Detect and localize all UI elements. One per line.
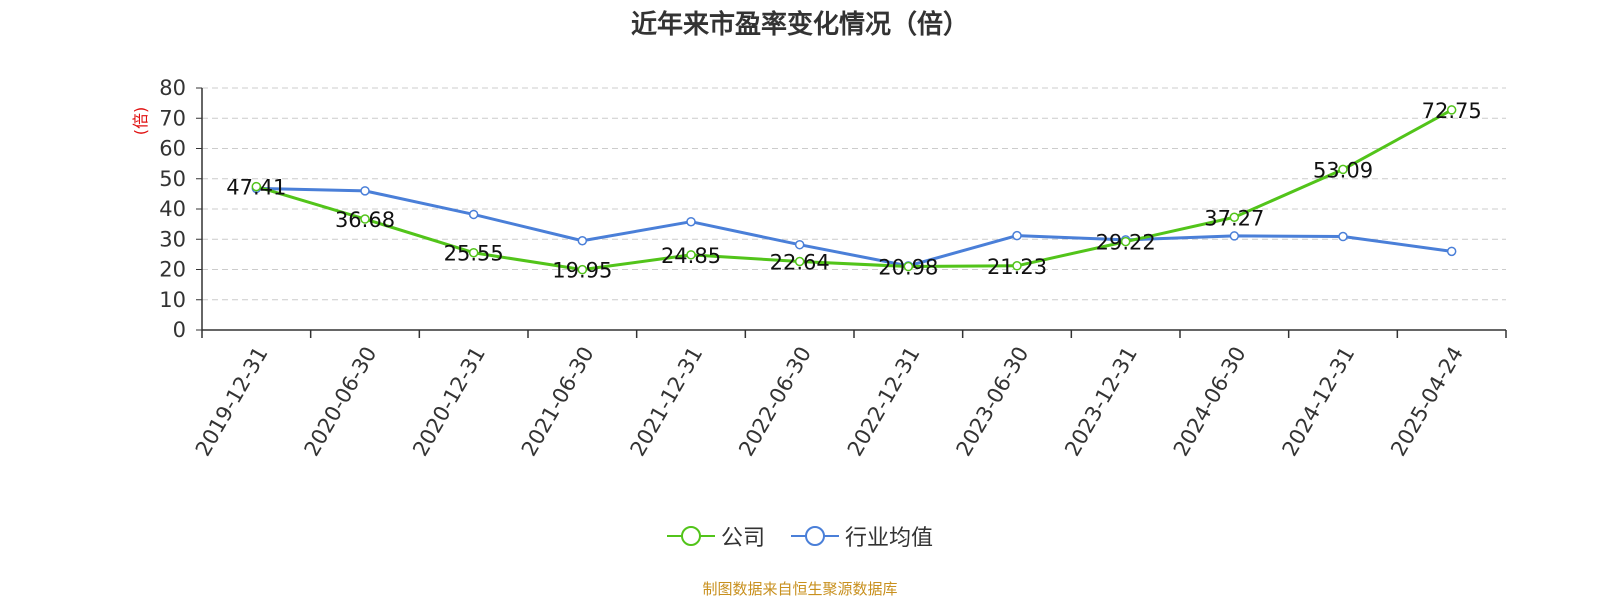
y-tick-label: 80 [159, 76, 186, 100]
data-point-company [251, 181, 262, 192]
x-tick-label: 2025-04-24 [1386, 343, 1468, 461]
data-point-industry [577, 236, 588, 246]
series-line-industry [256, 186, 1452, 268]
chart-legend: 公司 行业均值 [0, 520, 1600, 552]
x-tick-label: 2024-12-31 [1278, 343, 1360, 461]
data-point-company [577, 264, 588, 275]
data-point-industry [1012, 230, 1022, 241]
legend-item-company[interactable]: 公司 [666, 520, 765, 552]
legend-item-industry[interactable]: 行业均值 [791, 520, 933, 552]
data-label: 24.85 [661, 244, 721, 268]
x-tick-label: 2023-06-30 [952, 343, 1034, 461]
data-point-industry [1338, 231, 1348, 242]
y-tick-label: 70 [159, 106, 186, 130]
data-point-industry [686, 216, 696, 227]
data-label: 29.22 [1096, 231, 1156, 255]
data-point-industry [1446, 246, 1457, 257]
data-label: 72.75 [1422, 99, 1482, 123]
data-point-industry [468, 209, 479, 220]
data-label: 22.64 [770, 251, 830, 275]
source-note: 制图数据来自恒生聚源数据库 [702, 580, 898, 598]
data-point-industry [1229, 231, 1240, 241]
y-tick-label: 30 [159, 227, 186, 251]
data-point-company [1338, 164, 1348, 175]
x-tick-label: 2020-06-30 [300, 343, 382, 461]
x-tick-label: 2022-12-31 [843, 342, 925, 460]
data-label: 53.09 [1313, 158, 1373, 182]
data-label: 25.55 [444, 242, 504, 266]
legend-symbol-company [666, 526, 715, 546]
data-point-company [1120, 236, 1131, 247]
y-tick-label: 60 [159, 137, 186, 161]
data-point-company [1012, 261, 1022, 271]
data-point-company [1229, 212, 1240, 223]
legend-label-industry: 行业均值 [845, 526, 934, 551]
x-tick-label: 2021-06-30 [517, 343, 599, 461]
x-tick-label: 2021-12-31 [626, 343, 708, 461]
data-label: 21.23 [987, 255, 1047, 279]
data-point-company [794, 256, 805, 267]
x-tick-label: 2019-12-31 [191, 343, 273, 461]
data-point-company [468, 247, 479, 258]
data-label: 20.98 [878, 256, 938, 280]
x-tick-label: 2022-06-30 [734, 343, 816, 461]
data-label: 36.68 [335, 208, 395, 232]
x-tick-label: 2023-12-31 [1060, 343, 1142, 461]
y-axis-label: (倍) [131, 107, 150, 136]
x-tick-label: 2024-06-30 [1169, 343, 1251, 461]
legend-symbol-industry [791, 526, 839, 546]
data-point-company [360, 214, 370, 224]
data-label: 47.41 [226, 176, 286, 200]
x-tick-label: 2020-12-31 [408, 342, 490, 460]
chart-title: 近年来市盈率变化情况（倍） [630, 10, 969, 40]
data-label: 19.95 [552, 259, 612, 283]
data-point-company [1446, 105, 1457, 115]
data-point-company [903, 261, 914, 272]
data-point-industry [794, 239, 805, 250]
y-tick-label: 0 [173, 318, 186, 342]
y-tick-label: 50 [159, 167, 186, 191]
y-tick-label: 20 [159, 258, 186, 282]
data-point-industry [360, 186, 370, 196]
legend-label-company: 公司 [720, 526, 765, 551]
data-point-company [686, 250, 696, 260]
series-line-company [255, 108, 1453, 272]
y-tick-label: 40 [159, 197, 186, 221]
y-tick-label: 10 [159, 288, 186, 312]
data-label: 37.27 [1204, 206, 1264, 230]
